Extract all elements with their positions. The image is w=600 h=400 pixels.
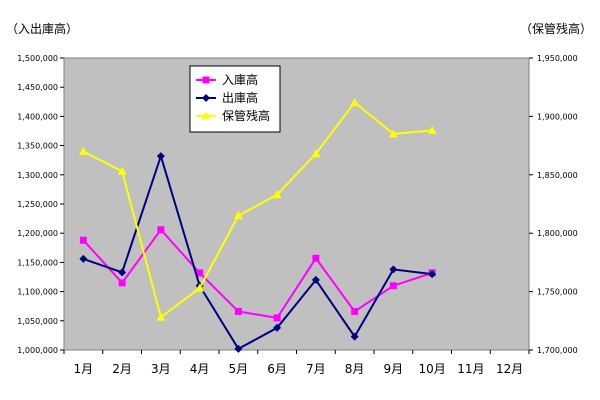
y-left-tick-label: 1,450,000 bbox=[17, 83, 58, 92]
data-point bbox=[118, 279, 126, 287]
x-tick-label: 4月 bbox=[190, 362, 210, 376]
series-line bbox=[82, 228, 433, 319]
plot-area bbox=[63, 57, 530, 351]
x-tick-label: 5月 bbox=[229, 362, 249, 376]
series-2 bbox=[78, 97, 437, 321]
y-right-tick-label: 1,850,000 bbox=[537, 171, 578, 180]
legend-label: 出庫高 bbox=[222, 90, 258, 105]
data-point bbox=[79, 236, 87, 244]
data-point bbox=[389, 265, 398, 274]
series-line bbox=[83, 152, 433, 351]
y-left-tick-label: 1,050,000 bbox=[17, 317, 58, 326]
y-left-tick-label: 1,500,000 bbox=[17, 54, 58, 63]
data-point bbox=[196, 269, 204, 277]
y-right-tick-label: 1,900,000 bbox=[537, 112, 578, 121]
x-tick-label: 11月 bbox=[457, 362, 484, 376]
y-axis-left-title: （入出庫高） bbox=[6, 22, 79, 36]
x-tick-label: 1月 bbox=[74, 362, 94, 376]
data-point bbox=[388, 129, 398, 138]
x-tick-label: 7月 bbox=[306, 362, 326, 376]
y-axis-right-title: （保管残高） bbox=[519, 22, 592, 36]
y-left-tick-label: 1,250,000 bbox=[17, 200, 58, 209]
y-left-tick-label: 1,300,000 bbox=[17, 171, 58, 180]
data-point bbox=[234, 307, 242, 315]
x-tick-label: 12月 bbox=[496, 362, 523, 376]
y-left-tick-label: 1,350,000 bbox=[17, 142, 58, 151]
x-tick-label: 3月 bbox=[151, 362, 171, 376]
legend-marker bbox=[201, 111, 211, 120]
data-point bbox=[389, 282, 397, 290]
series-line bbox=[82, 100, 433, 319]
y-right-tick-label: 1,950,000 bbox=[537, 54, 578, 63]
data-point bbox=[157, 226, 165, 234]
data-point bbox=[428, 270, 437, 279]
data-point bbox=[117, 166, 127, 175]
y-left-tick-label: 1,400,000 bbox=[17, 112, 58, 121]
y-left-tick-label: 1,200,000 bbox=[17, 229, 58, 238]
x-tick-label: 9月 bbox=[384, 362, 404, 376]
data-point bbox=[350, 332, 359, 341]
y-axis-left-ticks: 1,000,000 1,050,000 1,100,000 1,150,000 1,20… bbox=[17, 54, 64, 355]
y-left-tick-label: 1,000,000 bbox=[17, 346, 58, 355]
data-point bbox=[311, 149, 321, 158]
data-point bbox=[311, 275, 320, 284]
data-point bbox=[79, 254, 88, 263]
x-tick-label: 8月 bbox=[345, 362, 365, 376]
x-tick-label: 10月 bbox=[418, 362, 445, 376]
y-axis-right-ticks: 1,700,000 1,750,000 1,800,000 1,850,000 1,90… bbox=[529, 54, 578, 355]
data-point bbox=[233, 211, 243, 220]
data-point bbox=[427, 125, 437, 134]
data-point bbox=[156, 152, 165, 161]
legend-label: 保管残高 bbox=[222, 108, 270, 123]
y-left-tick-label: 1,150,000 bbox=[17, 258, 58, 267]
x-tick-label: 6月 bbox=[267, 362, 287, 376]
legend-marker bbox=[202, 94, 210, 102]
x-tick-label: 2月 bbox=[112, 362, 132, 376]
data-point bbox=[312, 254, 320, 262]
data-point bbox=[234, 344, 243, 353]
data-point bbox=[156, 312, 166, 321]
data-point bbox=[78, 146, 88, 155]
data-point bbox=[273, 323, 282, 332]
data-point bbox=[351, 307, 359, 315]
data-point bbox=[273, 314, 281, 322]
data-point bbox=[350, 97, 360, 106]
data-point bbox=[118, 268, 127, 277]
y-right-tick-label: 1,800,000 bbox=[537, 229, 578, 238]
legend-marker bbox=[202, 76, 210, 84]
legend-label: 入庫高 bbox=[222, 72, 258, 87]
y-right-tick-label: 1,700,000 bbox=[537, 346, 578, 355]
x-axis-ticks: 1月 2月 3月 4月 5月 6月 7月 8月 9月 10月 11月 12月 bbox=[63, 350, 530, 376]
y-left-tick-label: 1,100,000 bbox=[17, 288, 58, 297]
data-point bbox=[272, 190, 282, 199]
series-layer bbox=[78, 97, 437, 353]
y-right-tick-label: 1,750,000 bbox=[537, 288, 578, 297]
data-point bbox=[195, 283, 205, 292]
